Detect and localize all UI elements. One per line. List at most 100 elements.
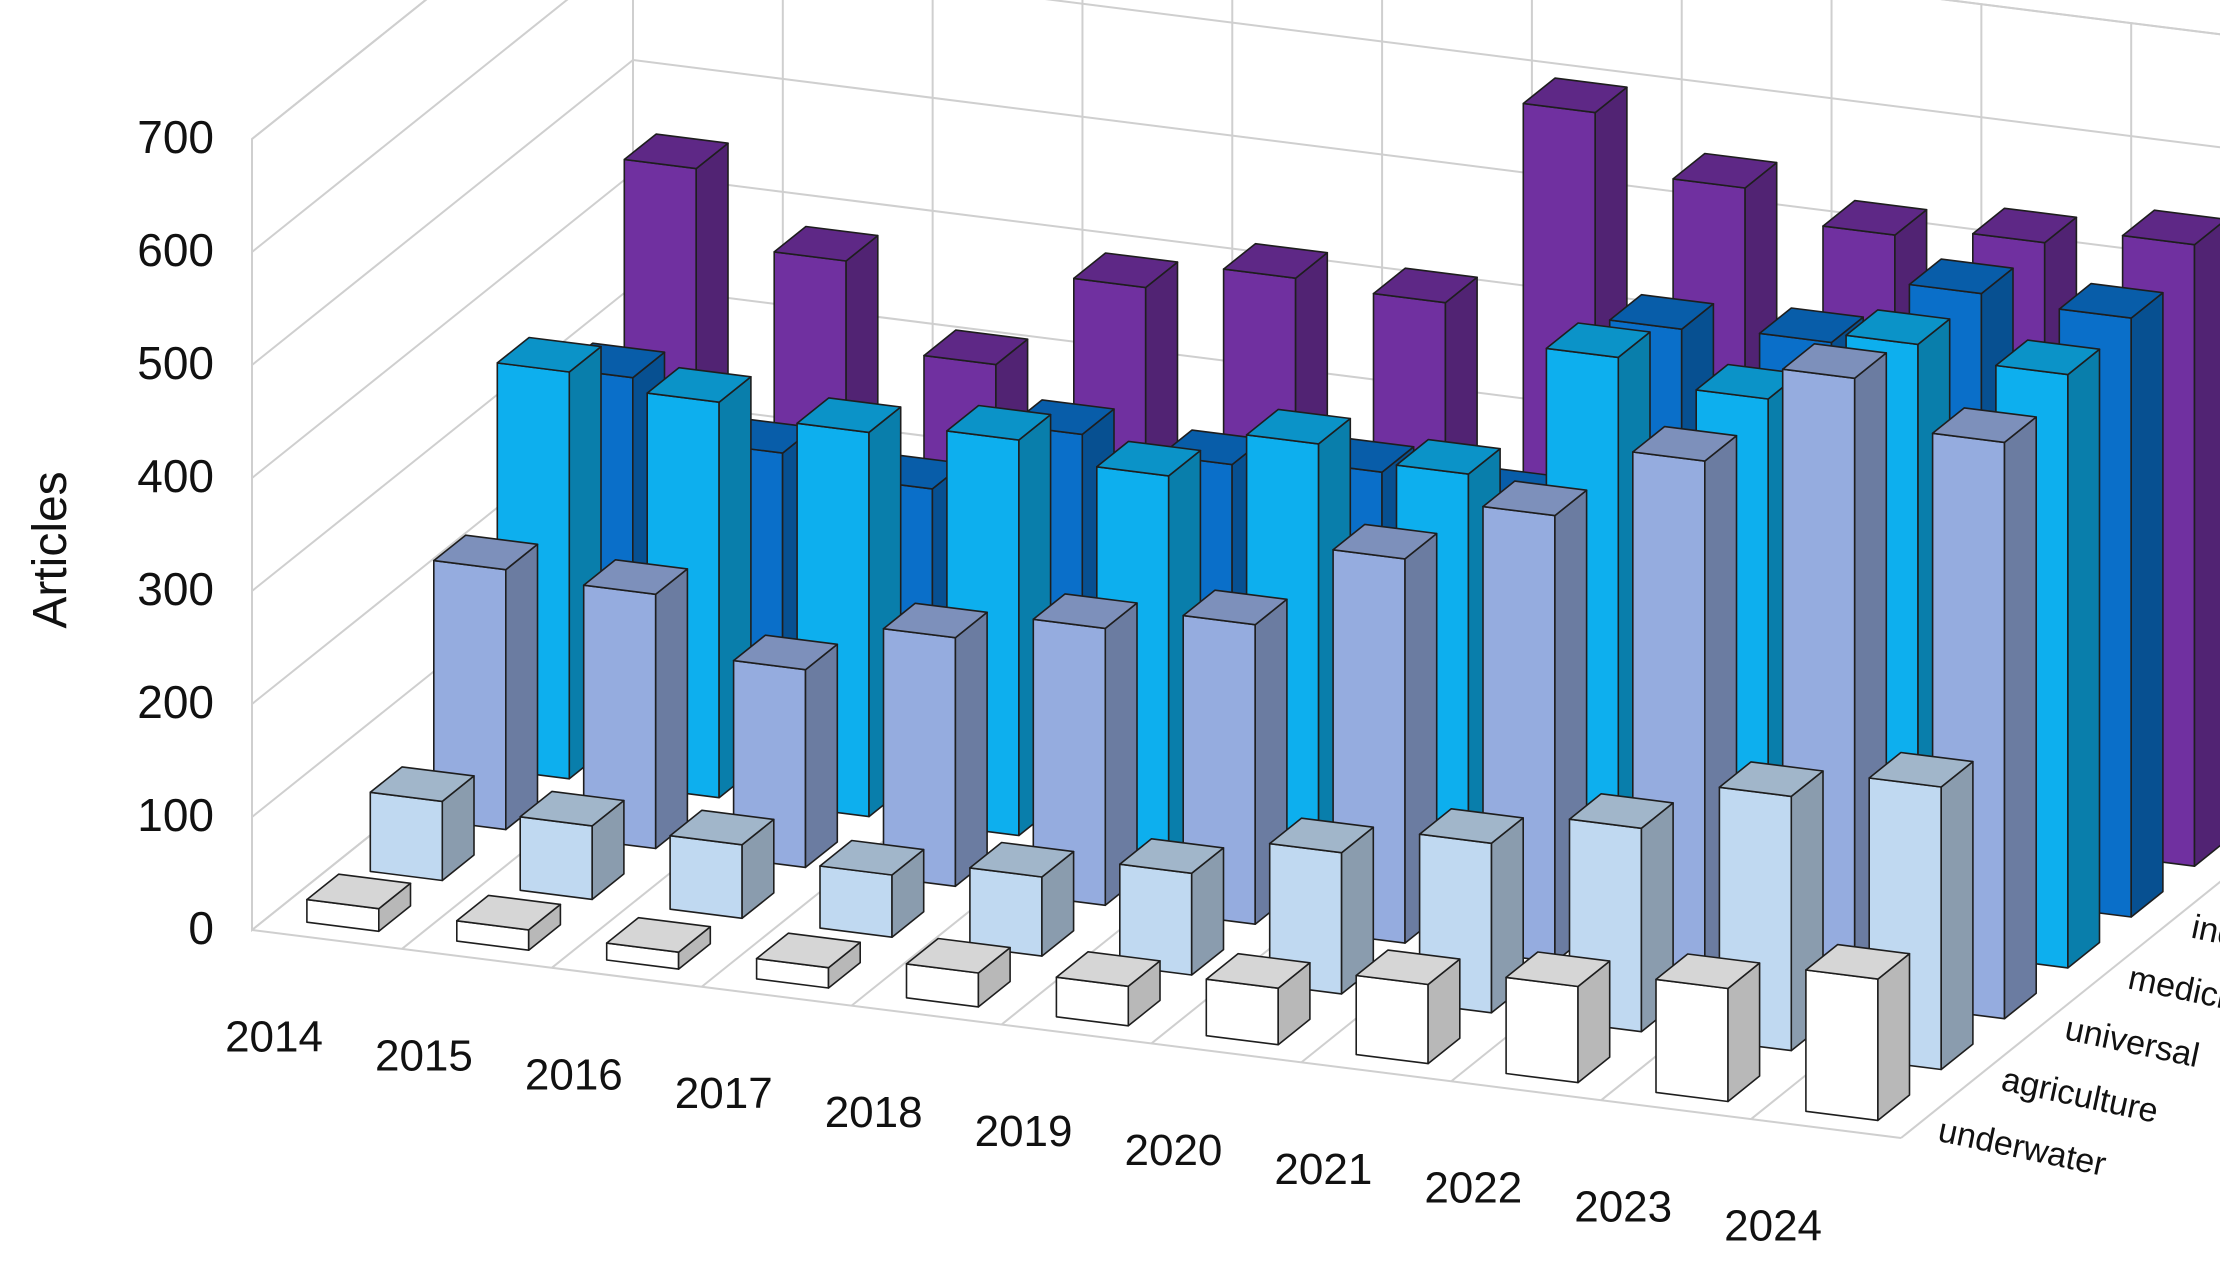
bar-front-face (369, 791, 444, 882)
bar-front-face (669, 834, 743, 920)
y-tick-label: 400 (137, 450, 214, 502)
bar-agriculture-2014 (369, 766, 475, 882)
bar-top-face (1073, 252, 1179, 289)
bar-top-face (605, 916, 712, 954)
bar-underwater-2021 (1355, 949, 1461, 1065)
bars (306, 77, 2220, 1122)
x-tick-label: 2021 (1274, 1145, 1372, 1194)
bar-top-face (1482, 480, 1588, 517)
y-tick-label: 700 (137, 111, 214, 163)
bar-top-face (1119, 837, 1225, 875)
bar-top-face (1355, 949, 1461, 986)
bar-top-face (455, 894, 562, 931)
x-tick-label: 2019 (975, 1107, 1073, 1156)
bar-underwater-2018 (905, 937, 1011, 1008)
bar-underwater-2016 (605, 916, 712, 970)
series-label-agriculture: agriculture (1998, 1060, 2161, 1130)
bar-top-face (1222, 242, 1329, 280)
bar-top-face (1995, 339, 2101, 376)
x-tick-label: 2017 (675, 1069, 773, 1118)
bar-front-face (1505, 976, 1579, 1084)
bar-top-face (496, 336, 602, 373)
bar-side-face (654, 568, 689, 850)
bar-side-face (2130, 291, 2164, 918)
y-tick-label: 300 (137, 563, 214, 615)
bar-top-face (1672, 152, 1778, 189)
y-axis-title: Articles (24, 471, 77, 628)
x-tick-label: 2024 (1724, 1202, 1822, 1251)
bar-universal-2015 (582, 558, 689, 850)
x-tick-label: 2023 (1574, 1183, 1672, 1232)
bar-front-face (819, 865, 893, 939)
bar-top-face (1096, 440, 1202, 477)
bar-top-face (773, 225, 879, 262)
bar-top-face (1332, 523, 1438, 560)
bar-side-face (2067, 348, 2101, 969)
bar-front-face (1355, 974, 1429, 1065)
bar-top-face (1972, 207, 2078, 244)
bar-side-face (504, 543, 539, 831)
bar-agriculture-2017 (819, 839, 925, 939)
x-tick-label: 2020 (1125, 1126, 1223, 1175)
bar-front-face (1805, 969, 1879, 1122)
bar-top-face (1522, 77, 1628, 114)
gridline-horizontal (251, 0, 2220, 140)
bar-agriculture-2019 (1119, 837, 1225, 976)
y-tick-label: 0 (188, 902, 214, 954)
bar-top-face (1182, 589, 1288, 626)
bar-top-face (755, 932, 862, 969)
bar-top-face (582, 558, 689, 596)
bar-top-face (1032, 593, 1138, 630)
bar-underwater-2019 (1055, 950, 1161, 1027)
bar-top-face (1245, 408, 1352, 445)
bar-top-face (969, 841, 1075, 878)
bar-front-face (519, 815, 594, 901)
x-tick-label: 2022 (1424, 1164, 1522, 1213)
bar-top-face (369, 766, 475, 803)
bar-universal-2014 (432, 534, 539, 831)
bar-top-face (2058, 282, 2164, 319)
bar-top-face (1055, 950, 1161, 988)
bar-top-face (623, 133, 729, 170)
bar-underwater-2015 (455, 894, 562, 952)
bar-top-face (432, 534, 539, 571)
bar-underwater-2020 (1205, 952, 1311, 1046)
x-tick-label: 2016 (525, 1050, 623, 1099)
bar-front-face (1205, 978, 1279, 1046)
bar-top-face (1908, 258, 2014, 295)
bar-underwater-2017 (755, 932, 862, 989)
bar-top-face (1845, 309, 1951, 346)
bar-top-face (1395, 438, 1501, 475)
bar-top-face (1545, 322, 1651, 359)
bar-top-face (1268, 817, 1375, 854)
bar-side-face (2003, 416, 2037, 1020)
bar-top-face (1931, 407, 2037, 444)
bar-top-face (882, 602, 988, 639)
bar-underwater-2022 (1505, 951, 1611, 1084)
floor-front-edge (251, 929, 1902, 1139)
bar-top-face (946, 404, 1052, 441)
bar-top-face (1758, 307, 1864, 344)
bar-universal-2017 (882, 602, 988, 888)
bar-top-face (2121, 209, 2220, 246)
bar-top-face (1568, 792, 1674, 830)
bar-top-face (1205, 952, 1311, 990)
y-tick-label: 100 (137, 789, 214, 841)
bar-top-face (1655, 953, 1761, 990)
bar-front-face (1655, 978, 1729, 1103)
bar-top-face (1418, 807, 1524, 845)
bar-top-face (306, 873, 412, 910)
bar-top-face (1868, 751, 1974, 788)
y-tick-label: 600 (137, 224, 214, 276)
bar-top-face (905, 937, 1011, 974)
y-axis-ticks: 0 100 200 300 400 500 600 700 (137, 111, 214, 954)
bar-universal-2016 (732, 634, 839, 869)
bar-side-face (1877, 952, 1911, 1122)
bar-top-face (1632, 425, 1738, 462)
bar-agriculture-2018 (969, 841, 1075, 957)
bar-underwater-2023 (1655, 953, 1761, 1103)
x-tick-label: 2014 (225, 1012, 323, 1061)
bar-side-face (954, 611, 988, 888)
